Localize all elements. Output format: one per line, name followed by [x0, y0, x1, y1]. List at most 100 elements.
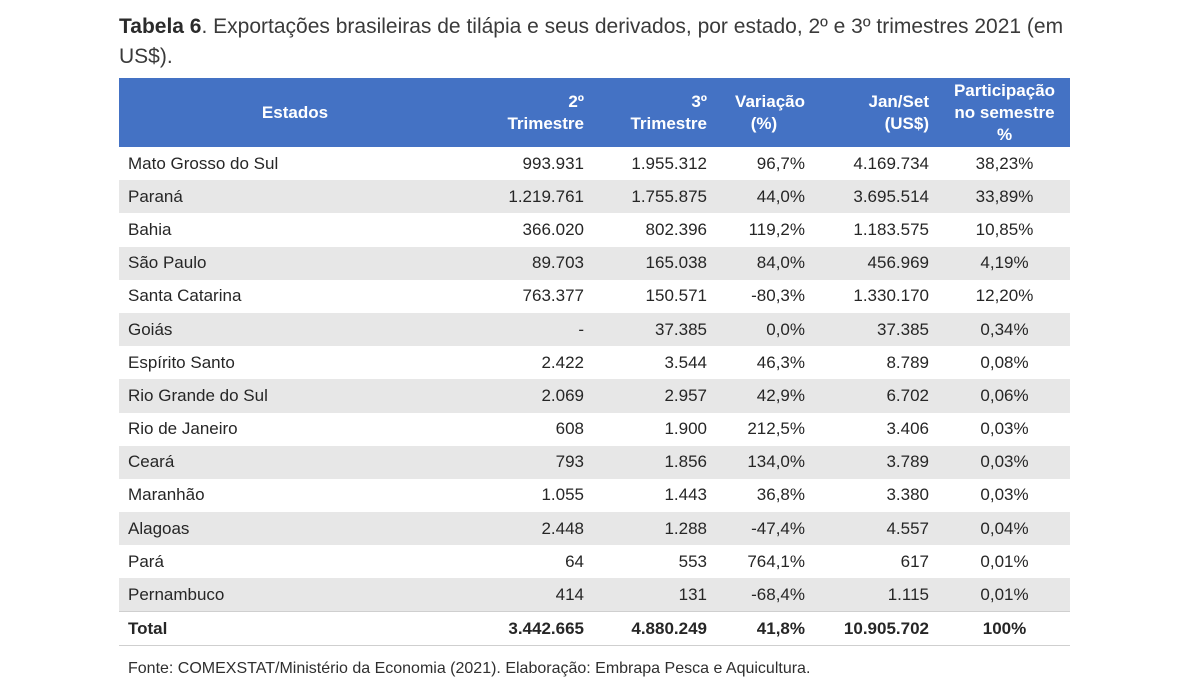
header-variation: Variação (%) — [735, 91, 805, 133]
cell-jan-set: 3.406 — [886, 419, 929, 439]
cell-q3: 1.443 — [664, 485, 707, 505]
total-q3: 4.880.249 — [631, 618, 707, 638]
cell-variation: 212,5% — [747, 419, 805, 439]
cell-variation: 44,0% — [756, 186, 805, 206]
table-row: Alagoas 2.448 1.288 -47,4% 4.557 0,04% — [119, 512, 1070, 546]
table-row: Bahia 366.020 802.396 119,2% 1.183.575 10,85% — [119, 213, 1070, 246]
cell-variation: 42,9% — [756, 385, 805, 405]
cell-q3: 802.396 — [645, 219, 707, 239]
cell-q2: 414 — [555, 584, 584, 604]
cell-share: 10,85% — [975, 219, 1034, 239]
cell-jan-set: 3.789 — [886, 452, 929, 472]
cell-share: 0,03% — [980, 452, 1029, 472]
cell-share: 0,04% — [980, 518, 1029, 538]
cell-variation: 119,2% — [748, 219, 805, 239]
cell-q3: 2.957 — [664, 385, 707, 405]
total-q2: 3.442.665 — [508, 618, 584, 638]
cell-share: 0,34% — [980, 319, 1029, 339]
cell-q3: 1.856 — [664, 452, 707, 472]
cell-state: Paraná — [128, 186, 183, 206]
header-row: Estados 2º Trimestre 3º Trimestre Variaç… — [119, 78, 1070, 147]
cell-share: 0,08% — [980, 352, 1029, 372]
cell-jan-set: 617 — [900, 551, 929, 571]
cell-share: 0,03% — [980, 485, 1029, 505]
cell-jan-set: 1.330.170 — [853, 286, 929, 306]
cell-variation: 46,3% — [756, 352, 805, 372]
cell-q2: 608 — [555, 419, 584, 439]
cell-q2: - — [578, 319, 584, 339]
cell-q3: 553 — [678, 551, 707, 571]
cell-state: Rio de Janeiro — [128, 419, 238, 439]
header-jan-set: Jan/Set (US$) — [868, 91, 929, 133]
table-body: Mato Grosso do Sul 993.931 1.955.312 96,7% 4… — [119, 147, 1070, 612]
cell-q3: 1.955.312 — [631, 153, 707, 173]
cell-q2: 2.448 — [541, 518, 584, 538]
table-row: São Paulo 89.703 165.038 84,0% 456.969 4,19% — [119, 246, 1070, 280]
header-share: Participação no semestre % — [953, 80, 1056, 144]
cell-jan-set: 1.115 — [887, 584, 929, 604]
total-row: Total 3.442.665 4.880.249 41,8% 10.905.7… — [119, 611, 1070, 646]
table-row: Santa Catarina 763.377 150.571 -80,3% 1.330.… — [119, 280, 1070, 313]
cell-q2: 366.020 — [522, 219, 584, 239]
cell-share: 38,23% — [975, 153, 1034, 173]
total-share: 100% — [982, 618, 1027, 638]
cell-variation: -68,4% — [751, 584, 805, 604]
cell-q3: 150.571 — [645, 286, 707, 306]
cell-q3: 1.755.875 — [631, 186, 707, 206]
cell-share: 4,19% — [980, 253, 1029, 273]
cell-q3: 131 — [678, 584, 707, 604]
cell-jan-set: 4.169.734 — [853, 153, 929, 173]
table-row: Espírito Santo 2.422 3.544 46,3% 8.789 0,08% — [119, 346, 1070, 379]
table-row: Maranhão 1.055 1.443 36,8% 3.380 0,03% — [119, 479, 1070, 512]
cell-jan-set: 456.969 — [867, 253, 929, 273]
cell-state: Alagoas — [128, 518, 190, 538]
cell-state: Pernambuco — [128, 584, 225, 604]
table-row: Ceará 793 1.856 134,0% 3.789 0,03% — [119, 445, 1070, 479]
header-states: Estados — [261, 102, 329, 122]
header-q3: 3º Trimestre — [630, 91, 707, 133]
cell-state: Goiás — [128, 319, 173, 339]
cell-q2: 793 — [555, 452, 584, 472]
cell-q3: 1.900 — [664, 419, 707, 439]
cell-variation: 84,0% — [756, 253, 805, 273]
cell-q2: 993.931 — [522, 153, 584, 173]
table-row: Mato Grosso do Sul 993.931 1.955.312 96,7% 4… — [119, 147, 1070, 180]
cell-variation: -80,3% — [751, 286, 805, 306]
table-row: Pará 64 553 764,1% 617 0,01% — [119, 545, 1070, 578]
cell-share: 0,01% — [980, 551, 1029, 571]
cell-q3: 1.288 — [664, 518, 707, 538]
total-label: Total — [128, 618, 168, 638]
cell-q3: 37.385 — [655, 319, 707, 339]
table-caption: Tabela 6. Exportações brasileiras de til… — [119, 12, 1079, 72]
cell-variation: -47,4% — [751, 518, 805, 538]
cell-jan-set: 3.380 — [886, 485, 929, 505]
cell-state: Bahia — [128, 219, 172, 239]
total-variation: 41,8% — [756, 618, 805, 638]
cell-jan-set: 6.702 — [886, 385, 929, 405]
table-row: Rio de Janeiro 608 1.900 212,5% 3.406 0,03% — [119, 413, 1070, 446]
table-row: Rio Grande do Sul 2.069 2.957 42,9% 6.702 0,0… — [119, 379, 1070, 413]
table-row: Pernambuco 414 131 -68,4% 1.115 0,01% — [119, 578, 1070, 612]
cell-q2: 89.703 — [532, 253, 584, 273]
cell-state: Espírito Santo — [128, 352, 235, 372]
cell-variation: 134,0% — [747, 452, 805, 472]
cell-state: Pará — [128, 551, 164, 571]
cell-q2: 1.219.761 — [508, 186, 584, 206]
cell-q2: 2.422 — [541, 352, 584, 372]
cell-share: 33,89% — [975, 186, 1034, 206]
cell-state: Rio Grande do Sul — [128, 385, 268, 405]
cell-state: Ceará — [128, 452, 175, 472]
cell-variation: 764,1% — [747, 551, 805, 571]
table-header: Estados 2º Trimestre 3º Trimestre Variaç… — [119, 78, 1070, 147]
table-row: Goiás - 37.385 0,0% 37.385 0,34% — [119, 312, 1070, 347]
cell-share: 12,20% — [975, 286, 1034, 306]
source-note: Fonte: COMEXSTAT/Ministério da Economia … — [128, 660, 811, 677]
total-jan-set: 10.905.702 — [843, 618, 929, 638]
cell-state: São Paulo — [128, 253, 207, 273]
cell-q2: 763.377 — [522, 286, 584, 306]
cell-variation: 96,7% — [756, 153, 805, 173]
cell-jan-set: 4.557 — [886, 518, 929, 538]
cell-q2: 1.055 — [541, 485, 584, 505]
cell-q2: 2.069 — [541, 385, 584, 405]
cell-state: Maranhão — [128, 485, 205, 505]
